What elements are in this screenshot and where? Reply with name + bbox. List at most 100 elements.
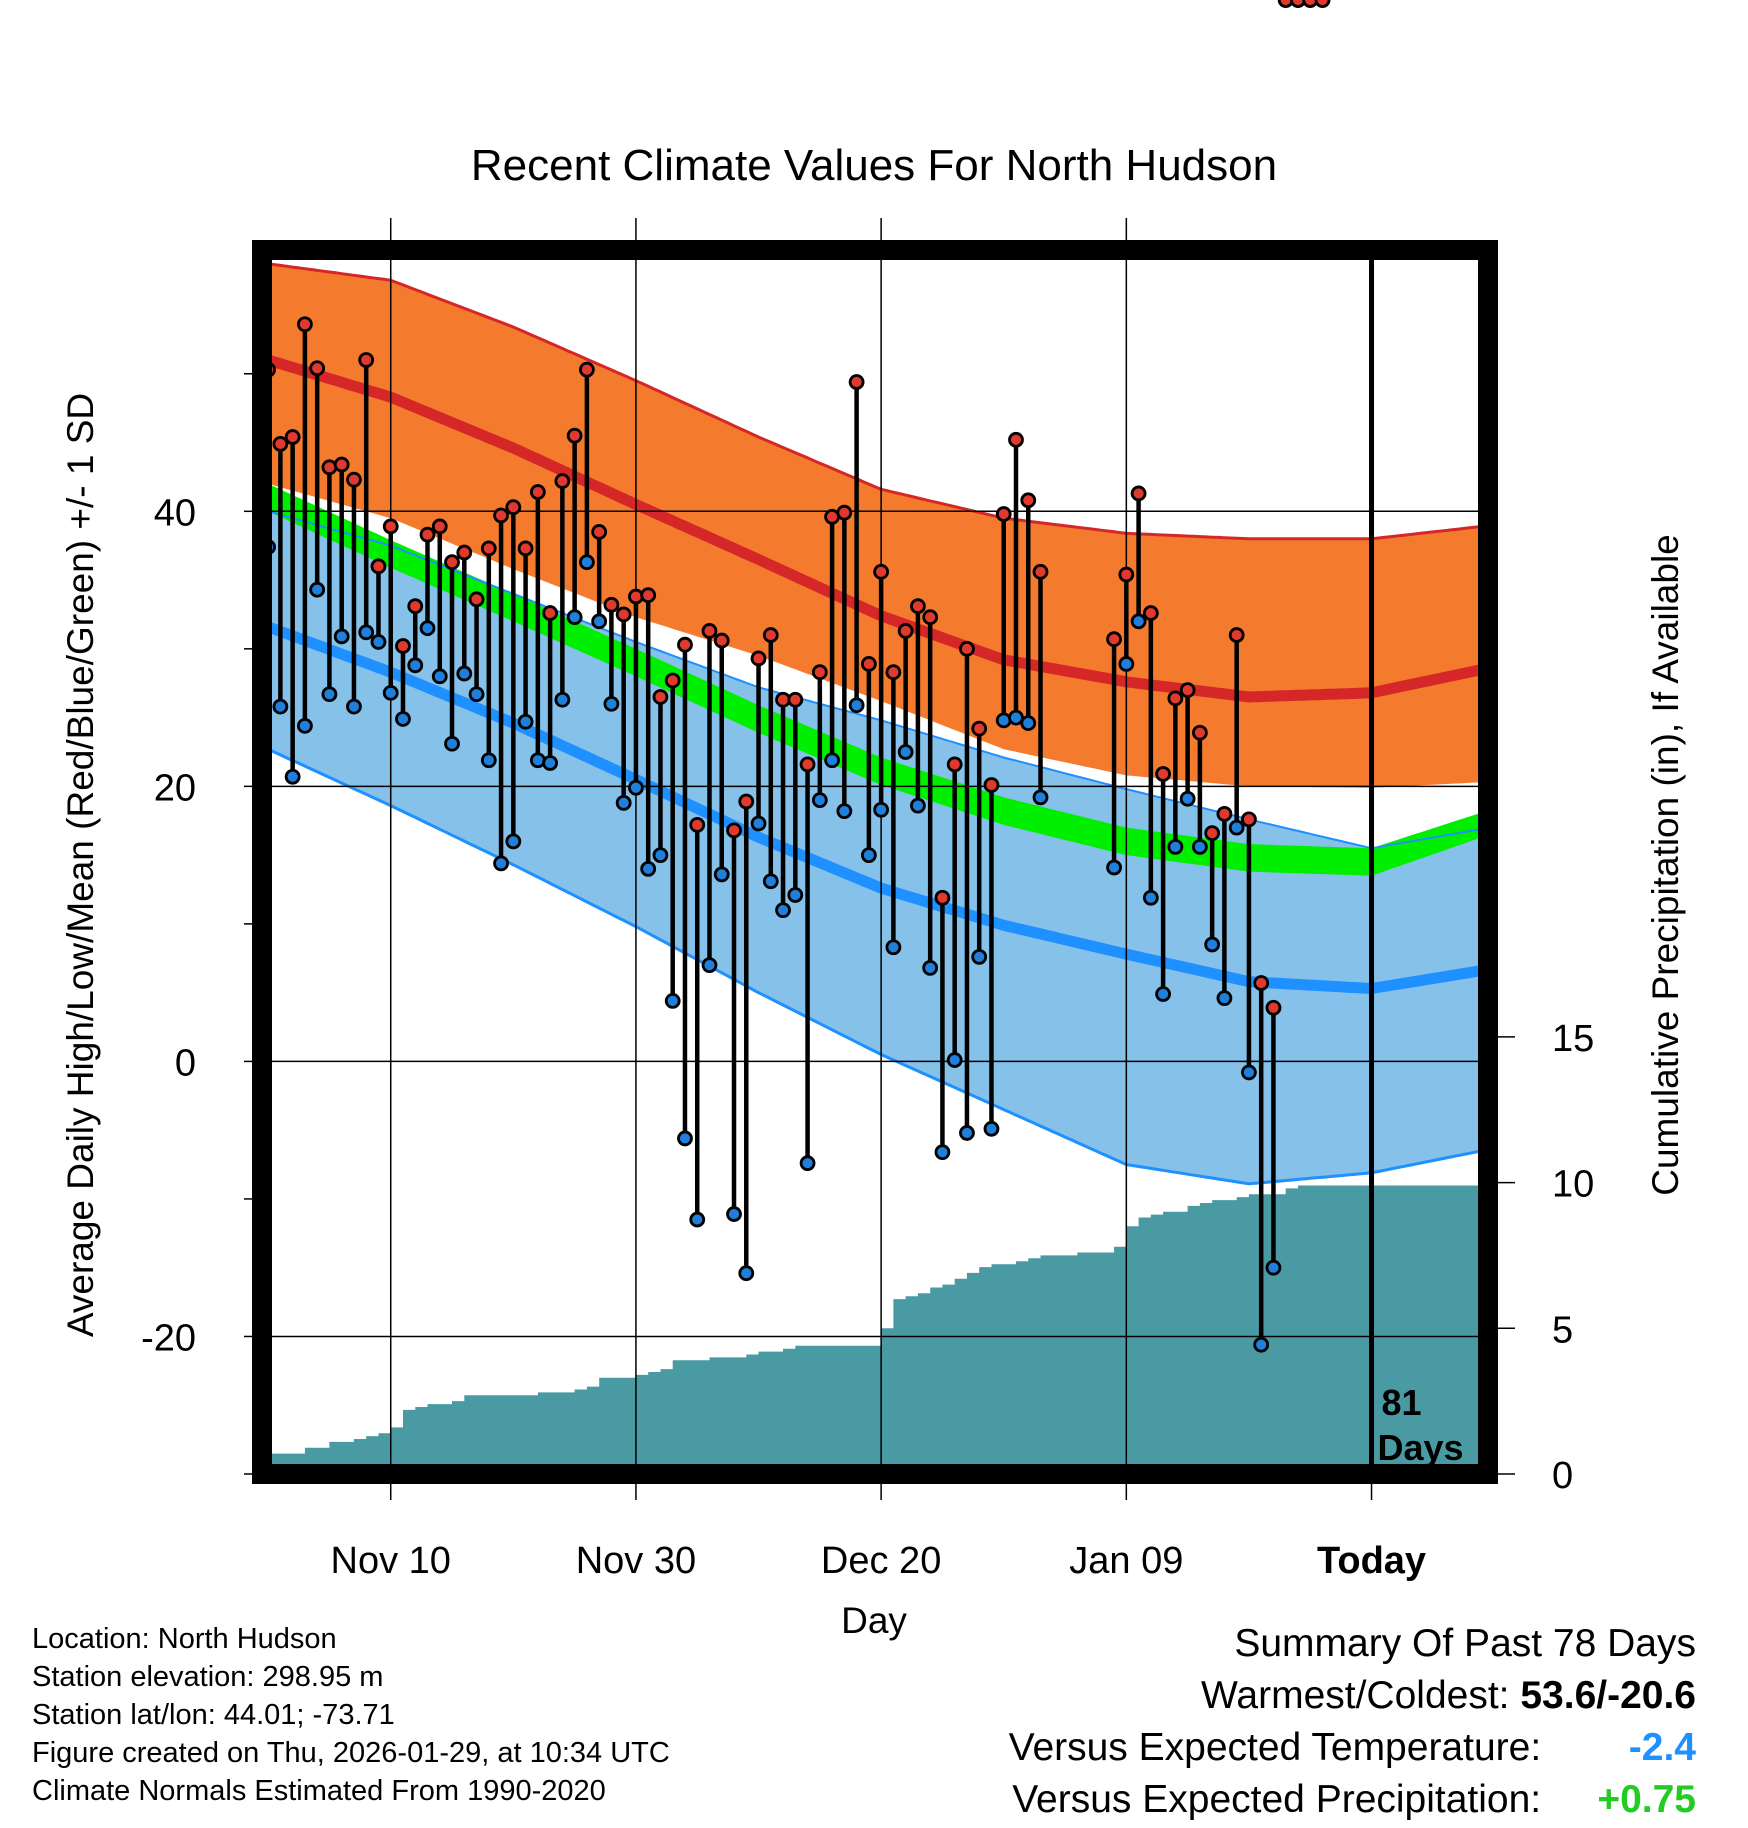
axes: 40 20 0 -20 15 10 5 0 Nov 10 Nov 30 Dec 20 Jan 09 To… <box>141 373 1594 1582</box>
climate-normals-note: Climate Normals Estimated From 1990-2020 <box>32 1775 606 1807</box>
daily-high-point <box>1302 0 1319 8</box>
daily-high-point <box>664 672 681 689</box>
daily-high-point <box>1253 975 1270 991</box>
daily-low-point <box>652 847 669 864</box>
daily-low-point <box>860 847 877 864</box>
daily-low-point <box>762 873 779 890</box>
daily-low-point <box>1204 936 1221 953</box>
daily-high-point <box>959 640 975 657</box>
daily-high-point <box>407 598 424 615</box>
daily-low-point <box>836 803 853 820</box>
grid-lines <box>262 218 1488 1474</box>
daily-low-point <box>505 833 522 850</box>
daily-high-point <box>1191 724 1208 741</box>
daily-low-point <box>370 634 387 650</box>
daily-low-point <box>346 698 362 715</box>
summary-panel: Summary Of Past 78 Days Warmest/Coldest:… <box>1009 1618 1696 1826</box>
summary-warmest-coldest: Warmest/Coldest: 53.6/-20.6 <box>1009 1670 1696 1722</box>
daily-low-point <box>1216 990 1233 1007</box>
daily-low-point <box>959 1125 975 1141</box>
daily-low-point <box>456 665 473 682</box>
normal-high-band <box>268 263 1482 788</box>
daily-low-point <box>1241 1064 1257 1081</box>
daily-high-point <box>1008 431 1024 448</box>
summary-precipitation: Versus Expected Precipitation: +0.75 <box>1009 1774 1696 1826</box>
daily-low-point <box>1191 838 1208 855</box>
daily-high-point <box>701 623 718 639</box>
daily-low-point <box>628 779 644 796</box>
chart-title: Recent Climate Values For North Hudson <box>471 141 1277 190</box>
daily-high-point <box>382 518 399 535</box>
daily-high-point <box>444 554 460 571</box>
daily-low-point <box>1155 986 1172 1002</box>
daily-low-point <box>1118 656 1135 672</box>
normal-low-lower-line <box>267 747 1483 1186</box>
daily-high-point <box>309 360 326 377</box>
daily-high-point <box>836 504 853 521</box>
daily-high-point <box>726 822 742 839</box>
daily-low-point <box>787 887 804 903</box>
daily-low-point <box>419 620 436 637</box>
summary-temperature: Versus Expected Temperature: -2.4 <box>1009 1722 1696 1774</box>
daily-low-point <box>677 1130 693 1147</box>
precip-vs-expected-label: Versus Expected Precipitation: <box>1012 1778 1542 1821</box>
daily-low-point <box>1228 819 1245 836</box>
daily-high-point <box>272 436 289 452</box>
daily-high-point <box>652 689 669 705</box>
daily-low-point <box>1130 613 1147 630</box>
daily-low-point <box>407 657 424 674</box>
daily-high-point <box>1228 627 1245 643</box>
daily-high-point <box>505 499 522 516</box>
daily-high-point <box>554 473 571 489</box>
daily-high-point <box>995 506 1012 522</box>
daily-high-point <box>346 471 362 488</box>
daily-low-point <box>664 993 681 1009</box>
daily-low-point <box>431 668 448 685</box>
daily-low-point <box>517 713 534 730</box>
daily-high-point <box>897 623 914 639</box>
daily-high-point <box>603 596 620 613</box>
daily-low-point <box>578 554 595 571</box>
daily-low-point <box>297 717 313 734</box>
daily-high-point <box>542 605 559 621</box>
daily-high-point <box>1314 0 1331 8</box>
daily-high-point <box>689 816 706 833</box>
daily-low-point <box>971 948 988 965</box>
daily-high-point <box>395 638 411 654</box>
daily-low-point <box>995 712 1012 729</box>
daily-low-point <box>922 959 939 976</box>
daily-low-point <box>897 744 914 760</box>
daily-high-point <box>885 664 902 681</box>
daily-low-point <box>603 695 620 712</box>
daily-low-point <box>885 939 902 956</box>
warmest-coldest-label: Warmest/Coldest: <box>1201 1674 1510 1717</box>
daily-low-point <box>444 735 460 752</box>
daily-high-point <box>321 459 338 476</box>
daily-low-point <box>321 686 338 703</box>
daily-high-point <box>480 540 497 557</box>
daily-low-point <box>811 792 828 809</box>
daily-low-point <box>1142 889 1159 906</box>
daily-low-point <box>382 684 399 701</box>
x-axis-label: Day <box>841 1600 907 1641</box>
daily-high-point <box>456 544 473 561</box>
y-axis-label: Average Daily High/Low/Mean (Red/Blue/Gr… <box>60 393 101 1337</box>
daily-low-point <box>873 801 890 818</box>
x-tick-label: Nov 30 <box>576 1540 696 1582</box>
daily-high-point <box>848 374 865 390</box>
daily-high-point <box>1167 690 1184 707</box>
daily-high-point <box>1142 605 1159 621</box>
y2-tick-label: 5 <box>1552 1309 1573 1351</box>
daily-high-point <box>1204 825 1221 842</box>
daily-low-point <box>689 1211 706 1228</box>
daily-high-point <box>1241 811 1257 828</box>
station-info: Location: North Hudson Station elevation… <box>32 1620 670 1810</box>
daily-low-point <box>542 755 559 771</box>
daily-low-point <box>493 855 509 872</box>
daily-high-point <box>910 598 926 615</box>
station-location: Location: North Hudson <box>32 1623 337 1655</box>
normal-high-mean-line <box>266 354 1484 703</box>
daily-high-point <box>333 456 350 473</box>
